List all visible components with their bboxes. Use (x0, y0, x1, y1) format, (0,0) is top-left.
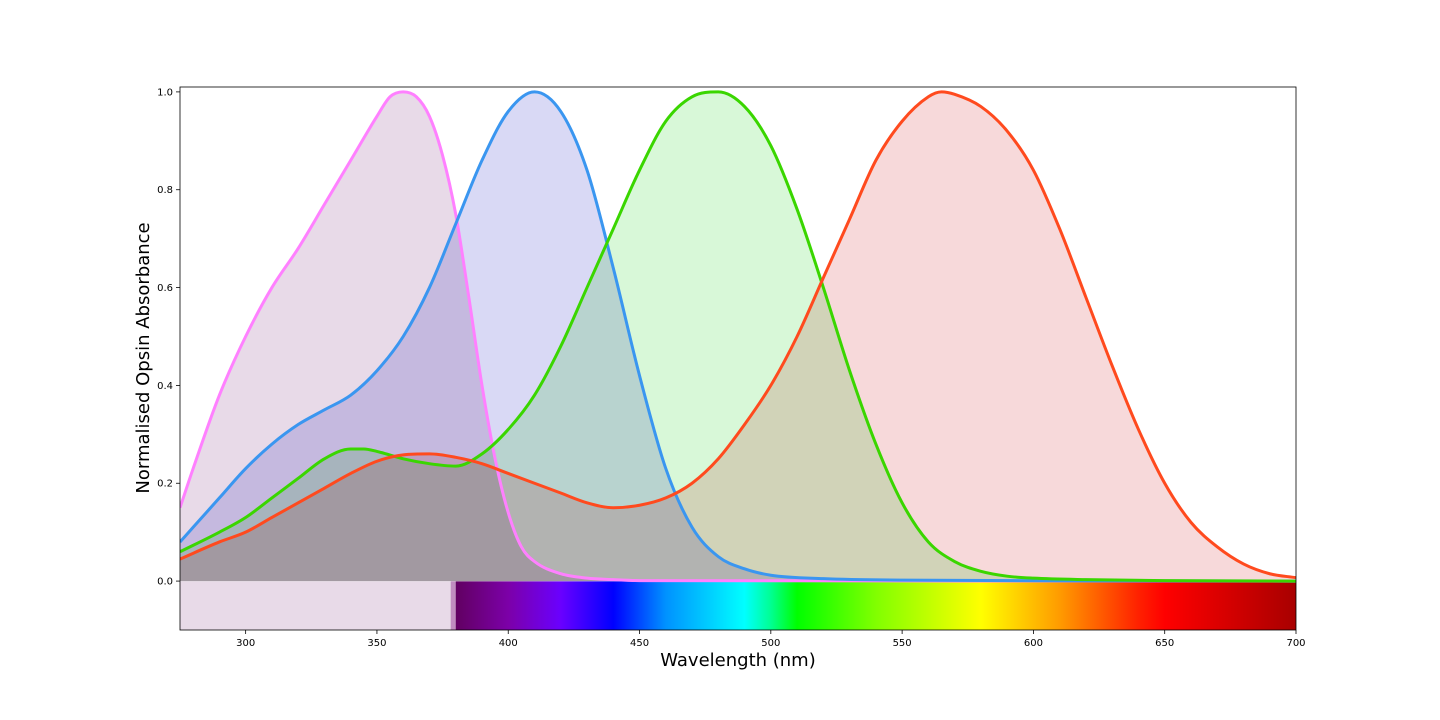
plot-frame (179, 86, 1297, 631)
uv-region-band (180, 581, 456, 630)
x-tick-label: 700 (1286, 638, 1305, 649)
visible-spectrum-band (455, 581, 1296, 630)
y-axis-ticks: 0.0 0.2 0.4 0.6 0.8 1.0 (157, 87, 180, 588)
uv-opsin-curve (180, 90, 1296, 583)
x-tick-label: 600 (1024, 638, 1043, 649)
x-tick-label: 650 (1155, 638, 1174, 649)
x-tick-label: 450 (630, 638, 649, 649)
x-axis-ticks: 300 350 400 450 500 550 600 650 700 (236, 630, 1306, 649)
x-tick-label: 500 (761, 638, 780, 649)
s-opsin-curve (180, 90, 1296, 583)
x-tick-label: 550 (893, 638, 912, 649)
m-opsin-fill (180, 91, 1296, 582)
x-tick-label: 400 (499, 638, 518, 649)
y-tick-label: 0.2 (157, 479, 173, 490)
m-opsin-curve (180, 90, 1296, 583)
x-tick-label: 300 (236, 638, 255, 649)
absorbance-curves (180, 90, 1296, 583)
y-axis-title: Normalised Opsin Absorbance (133, 222, 154, 493)
uv-region-edge (450, 581, 456, 630)
y-tick-label: 0.4 (157, 381, 173, 392)
y-tick-label: 0.0 (157, 577, 173, 588)
spectrum-bar (180, 581, 1296, 630)
y-tick-label: 1.0 (157, 87, 173, 98)
l-opsin-curve (180, 90, 1296, 580)
y-tick-label: 0.8 (157, 185, 173, 196)
x-tick-label: 350 (367, 638, 386, 649)
y-tick-label: 0.6 (157, 283, 173, 294)
x-axis-title: Wavelength (nm) (660, 650, 816, 671)
